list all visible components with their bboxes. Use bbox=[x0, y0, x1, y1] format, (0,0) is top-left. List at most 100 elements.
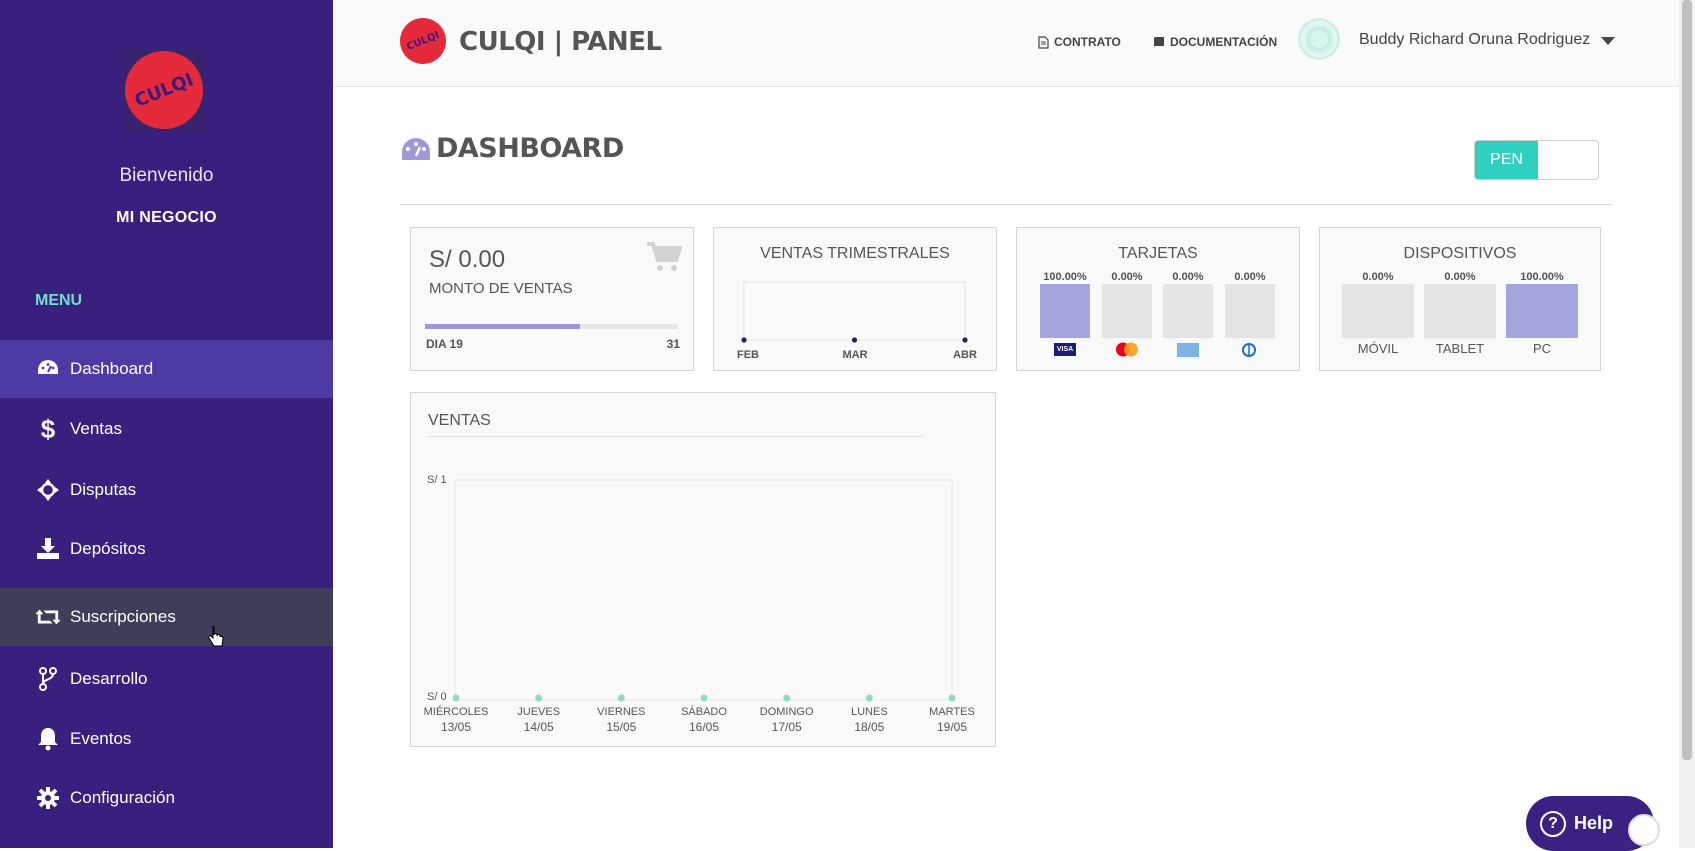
quarterly-point bbox=[741, 337, 747, 343]
business-name: MI NEGOCIO bbox=[116, 209, 217, 226]
x-tick-label: LUNES 18/05 bbox=[829, 705, 909, 735]
bell-icon bbox=[36, 727, 60, 751]
sales-point bbox=[783, 694, 791, 702]
sales-chart-title: VENTAS bbox=[428, 412, 491, 429]
sidebar-item-eventos[interactable]: Eventos bbox=[0, 710, 333, 768]
dashboard-icon bbox=[402, 138, 430, 160]
question-icon: ? bbox=[1540, 810, 1566, 837]
logo-text: CULQI bbox=[113, 39, 215, 141]
branch-icon bbox=[36, 667, 60, 691]
disputes-icon bbox=[36, 478, 60, 502]
x-tick-day: DOMINGO bbox=[759, 706, 814, 718]
x-tick-date: 17/05 bbox=[771, 720, 802, 734]
device-pct-mobile: 0.00% bbox=[1362, 271, 1394, 283]
quarterly-tick-mar: MAR bbox=[842, 349, 868, 361]
dashboard-icon bbox=[36, 357, 60, 381]
card-pct-diners: 0.00% bbox=[1234, 271, 1266, 283]
device-label-mobile: MÓVIL bbox=[1357, 341, 1399, 356]
user-name[interactable]: Buddy Richard Oruna Rodriguez bbox=[1359, 31, 1591, 48]
x-tick-day: MIÉRCOLES bbox=[423, 706, 489, 718]
sidebar-item-label: Desarrollo bbox=[70, 669, 148, 688]
sidebar-item-configuracion[interactable]: Configuración bbox=[0, 769, 333, 827]
device-label-pc: PC bbox=[1532, 341, 1552, 356]
x-tick-day: MARTES bbox=[929, 706, 975, 718]
x-tick-date: 15/05 bbox=[606, 720, 637, 734]
top-header: CULQI CULQI | PANEL CONTRATO DOCUMENTACI… bbox=[333, 0, 1679, 87]
welcome-text: Bienvenido bbox=[119, 165, 214, 186]
divider bbox=[400, 204, 1612, 205]
quarterly-chart bbox=[741, 281, 968, 343]
sales-chart bbox=[452, 479, 956, 702]
dollar-icon: $ bbox=[40, 413, 56, 444]
document-icon bbox=[1038, 35, 1049, 49]
x-tick-label: MIÉRCOLES 13/05 bbox=[416, 705, 496, 735]
sidebar-item-disputas[interactable]: Disputas bbox=[0, 461, 333, 519]
docs-link[interactable]: DOCUMENTACIÓN bbox=[1153, 35, 1277, 49]
sales-point bbox=[452, 694, 460, 702]
x-tick-date: 14/05 bbox=[523, 720, 554, 734]
sales-chart-divider bbox=[428, 436, 923, 437]
x-tick-label: MARTES 19/05 bbox=[912, 705, 992, 735]
hand-cursor-icon bbox=[208, 626, 224, 647]
sidebar-item-ventas[interactable]: $ Ventas bbox=[0, 400, 333, 458]
sidebar-item-dashboard[interactable]: Dashboard bbox=[0, 340, 333, 398]
sidebar-item-label: Configuración bbox=[70, 788, 175, 807]
y-tick-min: S/ 0 bbox=[427, 691, 447, 703]
device-bar-fill bbox=[1506, 284, 1578, 338]
sidebar-item-suscripciones[interactable]: Suscripciones bbox=[0, 588, 333, 646]
currency-toggle[interactable]: PEN bbox=[1474, 140, 1599, 180]
progress-day-label: DIA 19 bbox=[426, 337, 463, 351]
card-pct-amex: 0.00% bbox=[1172, 271, 1204, 283]
sales-point bbox=[865, 694, 873, 702]
retweet-icon bbox=[36, 605, 60, 629]
device-label-tablet: TABLET bbox=[1435, 341, 1485, 356]
x-tick-date: 18/05 bbox=[854, 720, 885, 734]
chat-badge-icon[interactable] bbox=[1628, 814, 1660, 846]
quarterly-tick-abr: ABR bbox=[953, 349, 977, 361]
amex-icon bbox=[1177, 343, 1199, 357]
x-tick-date: 19/05 bbox=[936, 720, 968, 734]
sidebar-item-desarrollo[interactable]: Desarrollo bbox=[0, 650, 333, 708]
card-bar-diners bbox=[1225, 284, 1275, 338]
sidebar-item-label: Dashboard bbox=[70, 359, 154, 378]
x-tick-day: LUNES bbox=[850, 706, 888, 718]
quarterly-point bbox=[962, 337, 968, 343]
book-icon bbox=[1154, 37, 1164, 47]
contract-label: CONTRATO bbox=[1054, 35, 1121, 49]
sales-amount: S/ 0.00 bbox=[429, 246, 506, 273]
sales-point bbox=[948, 694, 956, 702]
progress-day-total: 31 bbox=[666, 337, 680, 351]
docs-label: DOCUMENTACIÓN bbox=[1170, 35, 1278, 49]
card-bar-mastercard bbox=[1102, 284, 1152, 338]
sidebar-item-label: Disputas bbox=[70, 480, 137, 499]
sidebar-item-depositos[interactable]: Depósitos bbox=[0, 520, 333, 578]
help-label: Help bbox=[1574, 813, 1614, 833]
avatar[interactable] bbox=[1298, 18, 1340, 60]
devices-title: DISPOSITIVOS bbox=[1403, 245, 1517, 262]
x-tick-label: VIERNES 15/05 bbox=[581, 705, 661, 735]
visa-icon: VISA bbox=[1054, 343, 1076, 356]
currency-option-pen[interactable]: PEN bbox=[1475, 141, 1538, 179]
chevron-down-icon[interactable] bbox=[1601, 37, 1615, 45]
culqi-logo[interactable]: CULQI bbox=[113, 39, 215, 141]
sidebar-item-label: Suscripciones bbox=[70, 607, 176, 626]
device-pct-tablet: 0.00% bbox=[1444, 271, 1476, 283]
x-tick-day: VIERNES bbox=[597, 706, 646, 718]
sidebar-item-label: Depósitos bbox=[70, 539, 146, 558]
header-title: CULQI | PANEL bbox=[459, 27, 662, 57]
cards-title: TARJETAS bbox=[1118, 245, 1198, 262]
sales-amount-label: MONTO DE VENTAS bbox=[429, 280, 573, 297]
diners-icon bbox=[1242, 343, 1256, 357]
menu-title: MENU bbox=[35, 292, 83, 309]
sidebar-item-label: Ventas bbox=[70, 419, 122, 438]
x-tick-label: SÁBADO 16/05 bbox=[664, 705, 744, 735]
device-bar-mobile bbox=[1342, 284, 1414, 338]
header-logo[interactable]: CULQI bbox=[393, 11, 453, 71]
x-tick-label: DOMINGO 17/05 bbox=[747, 705, 827, 735]
page-title: DASHBOARD bbox=[436, 133, 624, 164]
sidebar: CULQI Bienvenido MI NEGOCIO MENU Dashboa… bbox=[0, 0, 333, 848]
gear-icon bbox=[36, 786, 60, 810]
contract-link[interactable]: CONTRATO bbox=[1038, 35, 1121, 49]
scrollbar-thumb[interactable] bbox=[1682, 0, 1692, 760]
card-bar-visa bbox=[1040, 284, 1090, 338]
